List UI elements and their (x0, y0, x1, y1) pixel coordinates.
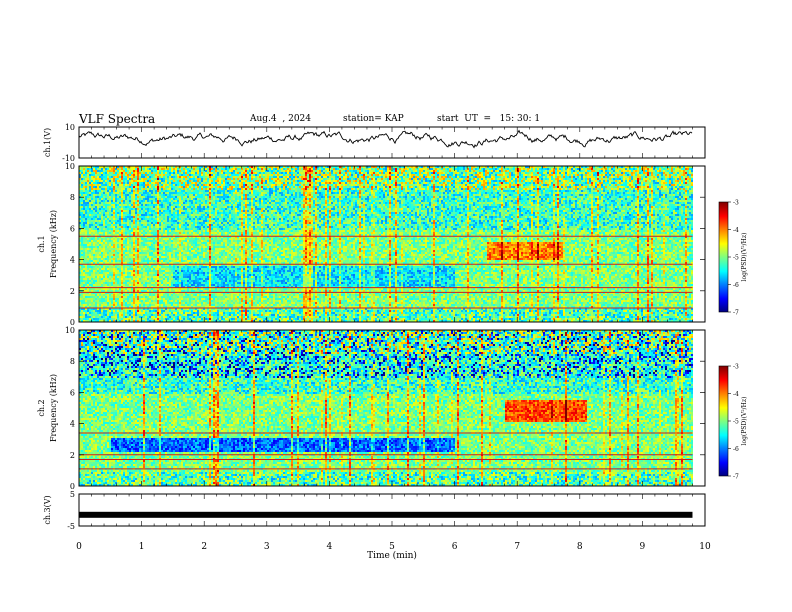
g-spec1-ylabel-freq: Frequency (kHz) (49, 210, 58, 278)
g-cb2-tick--6: -6 (733, 446, 739, 453)
g-cb2-label: log(PSD)(V²/Hz) (741, 397, 748, 446)
xtick-6: 6 (452, 542, 458, 552)
xtick-10: 10 (699, 542, 711, 552)
g-cb1-bar (719, 202, 728, 312)
xtick-8: 8 (577, 542, 583, 552)
ch1-colorbar: -3 -4 -5 -6 -7 log(PSD)(V²/Hz) (719, 200, 748, 317)
g-cb2-tick--3: -3 (733, 364, 739, 371)
g-spec2-ytick-8: 8 (70, 357, 75, 366)
x-axis-label: Time (min) (367, 550, 417, 561)
g-spec2-ytick-2: 2 (70, 451, 75, 460)
g-spec1-ytick-6: 6 (70, 224, 75, 233)
g-spec1-ytick-4: 4 (70, 256, 75, 265)
xtick-4: 4 (327, 542, 333, 552)
g-cb2-tick--5: -5 (733, 419, 739, 426)
xtick-9: 9 (640, 542, 646, 552)
g-cb1-label: log(PSD)(V²/Hz) (741, 233, 748, 282)
figure-canvas: 10-10ch.1(V) 0246810ch.1 Frequency (kHz) … (0, 0, 792, 612)
g-spec2-ylabel-freq: Frequency (kHz) (49, 374, 58, 442)
g-cb2-bar (719, 366, 728, 476)
g-cb1-tick--4: -4 (733, 227, 739, 234)
ch3-ylabel: ch.3(V) (43, 495, 52, 524)
xtick-3: 3 (264, 542, 270, 552)
xtick-0: 0 (76, 542, 82, 552)
g-cb1-tick--6: -6 (733, 282, 739, 289)
g-cb2-tick--4: -4 (733, 391, 739, 398)
g-cb1-tick--3: -3 (733, 200, 739, 207)
xtick-2: 2 (201, 542, 207, 552)
g-spec1-ytick-10: 10 (65, 162, 75, 171)
g-spec2-ytick-6: 6 (70, 388, 75, 397)
g-spec2-ytick-4: 4 (70, 420, 75, 429)
xtick-1: 1 (139, 542, 145, 552)
ch3-signal-panel: 5 -5 ch.3(V) (43, 490, 705, 531)
vlf-spectra-figure: VLF Spectra Aug.4 , 2024 station= KAP st… (0, 0, 792, 612)
g-spec2-ytick-10: 10 (65, 326, 75, 335)
ch3-ytick-top: 5 (70, 490, 75, 499)
ch1-ylabel: ch.1(V) (43, 128, 52, 157)
ch3-signal-band (79, 512, 692, 518)
g-cb1-tick--5: -5 (733, 255, 739, 262)
g-spec1-ytick-8: 8 (70, 193, 75, 202)
ch1-waveform-line (79, 131, 692, 148)
xtick-7: 7 (514, 542, 520, 552)
ch1-ytick-top: 10 (65, 123, 75, 132)
g-cb1-tick--7: -7 (733, 310, 739, 317)
g-spec2-ylabel-channel: ch.2 (37, 399, 46, 416)
g-spec1-ylabel-channel: ch.1 (37, 235, 46, 252)
g-cb2-tick--7: -7 (733, 474, 739, 481)
ch2-colorbar: -3 -4 -5 -6 -7 log(PSD)(V²/Hz) (719, 364, 748, 481)
g-spec1-ytick-2: 2 (70, 287, 75, 296)
ch3-ytick-bottom: -5 (67, 522, 75, 531)
